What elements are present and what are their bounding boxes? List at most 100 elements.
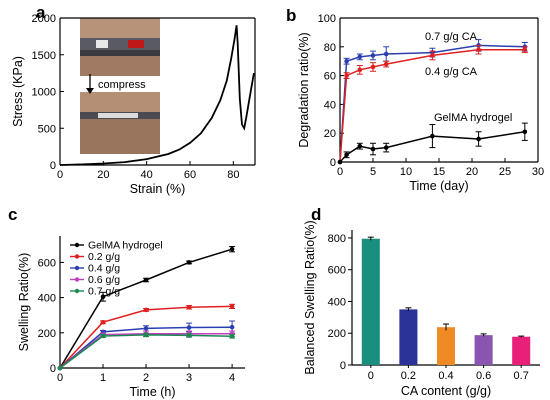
- data-point: [522, 129, 528, 135]
- data-point: [143, 326, 149, 331]
- data-point: [522, 47, 528, 52]
- y-tick-label: 400: [328, 296, 346, 308]
- x-tick-label: 20: [97, 169, 109, 181]
- data-point: [370, 146, 376, 152]
- data-point: [476, 47, 481, 52]
- compress-arrowhead-icon: [86, 88, 94, 94]
- y-axis-title: Stress (KPa): [11, 56, 25, 127]
- legend-swatch-marker: [74, 277, 80, 282]
- x-axis-title: Time (h): [129, 385, 175, 399]
- x-tick-label: 0: [337, 166, 343, 178]
- y-tick-label: 0: [50, 160, 56, 172]
- y-tick-label: 500: [38, 123, 56, 135]
- y-axis-title: Degradation ratio(%): [297, 32, 311, 147]
- data-point: [100, 319, 106, 325]
- series-line: [59, 332, 233, 369]
- y-tick-label: 200: [38, 328, 56, 340]
- series-label: 0.4 g/g CA: [425, 66, 478, 78]
- data-point: [357, 54, 363, 60]
- data-point: [186, 260, 192, 265]
- x-tick-label: 4: [229, 372, 235, 384]
- x-tick-label: 15: [433, 166, 445, 178]
- bar: [512, 336, 531, 365]
- panel-letter-c: c: [8, 205, 17, 224]
- y-tick-label: 2000: [32, 13, 56, 25]
- x-tick-label: 0.4: [438, 370, 453, 382]
- data-point: [357, 143, 363, 149]
- legend-swatch-marker: [74, 265, 80, 271]
- x-tick-label: 5: [370, 166, 376, 178]
- series-line: [339, 44, 525, 163]
- panel-letter-b: b: [286, 6, 296, 25]
- data-point: [186, 333, 192, 338]
- y-tick-label: 40: [324, 99, 336, 111]
- legend-entry: 0.2 g/g: [88, 251, 120, 263]
- y-tick-label: 0: [340, 360, 346, 372]
- data-point: [229, 324, 235, 330]
- x-tick-label: 40: [141, 169, 153, 181]
- data-point: [57, 365, 63, 371]
- x-axis-title: Time (day): [409, 179, 468, 193]
- series-0-2-g-g: [57, 303, 236, 371]
- bar: [436, 327, 456, 365]
- compression-photo-inset: [80, 18, 160, 154]
- y-tick-label: 400: [38, 293, 56, 305]
- x-tick-label: 20: [466, 166, 478, 178]
- data-point: [143, 277, 149, 283]
- series-curve: [59, 25, 255, 166]
- data-point: [430, 53, 435, 58]
- bar: [399, 309, 418, 365]
- data-point: [344, 73, 349, 78]
- data-point: [383, 61, 389, 67]
- series-line: [339, 48, 525, 163]
- legend-entry: 0.6 g/g: [88, 274, 120, 286]
- legend-entry: 0.7 g/g: [88, 286, 120, 298]
- legend-swatch-marker: [74, 288, 80, 294]
- series-0-7-g-g: [57, 332, 236, 371]
- y-tick-label: 100: [318, 13, 336, 25]
- legend-swatch-marker: [74, 254, 80, 259]
- data-point: [143, 332, 149, 338]
- legend-entry: 0.4 g/g: [88, 263, 120, 275]
- data-point: [430, 133, 435, 139]
- panel-letter-a: a: [36, 3, 46, 22]
- y-tick-label: 80: [324, 42, 336, 54]
- x-tick-label: 10: [400, 166, 412, 178]
- series-label: 0.7 g/g CA: [425, 31, 478, 43]
- data-point: [143, 307, 149, 313]
- data-point: [100, 294, 106, 300]
- y-tick-label: 0: [330, 157, 336, 169]
- y-tick-label: 600: [38, 257, 56, 269]
- y-tick-label: 800: [328, 233, 346, 245]
- data-point: [370, 53, 376, 58]
- data-point: [344, 152, 349, 158]
- panel-b-axes: 0 5 10 15 20 25 30 0 20 40 60 80 100 Time (day) Degrad…: [297, 13, 544, 193]
- y-tick-label: 20: [324, 128, 336, 140]
- x-tick-label: 0.6: [476, 370, 491, 382]
- data-point: [476, 136, 481, 142]
- y-axis-title: Balanced Swelling Ratio(%): [303, 220, 317, 374]
- series-gelma-hydrogel: [337, 122, 528, 165]
- y-tick-label: 600: [328, 265, 346, 277]
- x-tick-label: 0.2: [401, 370, 416, 382]
- series-line: [339, 131, 525, 163]
- x-tick-label: 25: [499, 166, 511, 178]
- x-tick-label: 0: [57, 169, 63, 181]
- data-point: [337, 159, 343, 165]
- data-point: [383, 51, 389, 57]
- x-tick-label: 0.7: [514, 370, 529, 382]
- y-axis-title: Swelling Ratio(%): [17, 253, 31, 352]
- x-axis-title: Strain (%): [130, 182, 186, 196]
- x-tick-label: 0: [368, 370, 374, 382]
- x-axis-title: CA content (g/g): [401, 384, 491, 398]
- y-tick-label: 1000: [32, 87, 56, 99]
- data-point: [383, 145, 389, 150]
- data-point: [186, 304, 192, 310]
- x-tick-label: 80: [227, 169, 239, 181]
- panel-c-axes: 0 1 2 3 4 0 200 400 600 Time (h) Swelling Ratio(%)…: [17, 236, 245, 399]
- inset-compress-label: compress: [98, 79, 146, 91]
- bar: [361, 238, 380, 365]
- data-point: [229, 334, 235, 339]
- panel-a-axes: 0 20 40 60 80 0 500 1000 1500 2000 Strain (%) Stres…: [11, 13, 256, 196]
- series-0-4-g-g-ca: [337, 44, 528, 165]
